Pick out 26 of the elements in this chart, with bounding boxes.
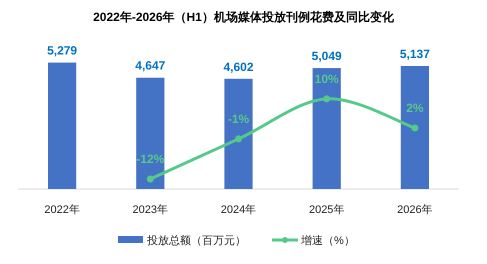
bar — [400, 66, 430, 189]
point — [235, 135, 242, 142]
data-label: 5,049 — [312, 49, 342, 64]
data-label: 2% — [406, 101, 424, 116]
data-label: 4,647 — [135, 58, 166, 73]
point — [323, 95, 330, 102]
bar — [224, 78, 253, 189]
data-label: -12% — [136, 152, 165, 166]
data-label: -1% — [228, 112, 250, 126]
bar — [136, 78, 164, 189]
data-label: 10% — [314, 72, 340, 86]
legend-label: 增速（%） — [300, 234, 355, 247]
chart-title: 2022年-2026年（H1）机场媒体投放刊例花费及同比变化 — [93, 10, 395, 24]
point — [146, 175, 154, 182]
x-tick-label: 2023年 — [132, 204, 168, 216]
x-tick-label: 2026年 — [397, 204, 433, 216]
data-label: 5,137 — [400, 46, 430, 61]
data-label: 5,279 — [47, 44, 78, 58]
point — [411, 124, 418, 132]
data-label: 4,602 — [223, 60, 254, 74]
x-tick-label: 2025年 — [308, 204, 344, 216]
x-tick-label: 2022年 — [44, 204, 80, 216]
legend-label: 投放总额（百万元） — [146, 234, 246, 247]
bar — [312, 68, 341, 189]
x-tick-label: 2024年 — [220, 204, 256, 216]
bar — [48, 62, 76, 189]
